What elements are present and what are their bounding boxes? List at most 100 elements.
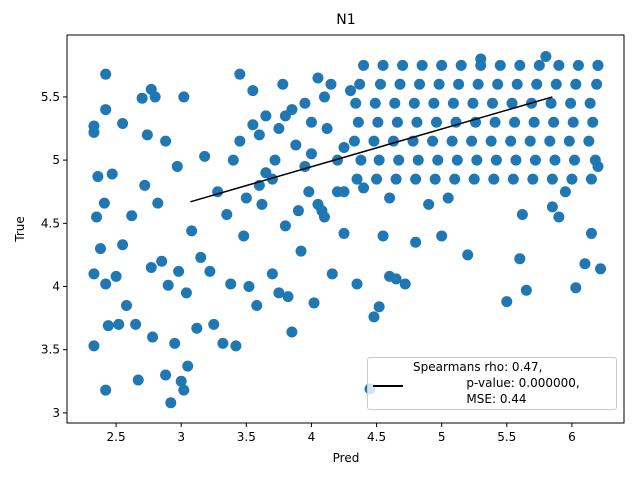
scatter-point: [368, 135, 380, 147]
scatter-point: [195, 251, 207, 263]
scatter-point: [234, 135, 246, 147]
scatter-point: [160, 135, 172, 147]
scatter-point: [318, 91, 330, 103]
y-tick-label: 3: [52, 406, 60, 420]
y-tick-label: 5.5: [41, 90, 60, 104]
scatter-point: [453, 78, 465, 90]
scatter-point: [371, 173, 383, 185]
scatter-point: [449, 173, 461, 185]
scatter-point: [230, 340, 242, 352]
scatter-point: [117, 239, 129, 251]
scatter-point: [553, 59, 565, 71]
scatter-point: [528, 116, 540, 128]
scatter-point: [455, 59, 467, 71]
scatter-point: [548, 116, 560, 128]
scatter-point: [377, 230, 389, 242]
scatter-point: [585, 173, 597, 185]
scatter-point: [412, 154, 424, 166]
x-axis-label: Pred: [333, 451, 360, 465]
scatter-point: [130, 318, 142, 330]
scatter-point: [559, 186, 571, 198]
scatter-point: [468, 173, 480, 185]
scatter-point: [446, 135, 458, 147]
x-tick-label: 3: [177, 430, 185, 444]
scatter-point: [563, 135, 575, 147]
scatter-point: [204, 265, 216, 277]
scatter-point: [399, 278, 411, 290]
scatter-point: [279, 220, 291, 232]
scatter-point: [506, 97, 518, 109]
scatter-point: [492, 78, 504, 90]
scatter-point: [351, 173, 363, 185]
scatter-point: [436, 230, 448, 242]
scatter-point: [570, 78, 582, 90]
scatter-point: [238, 230, 250, 242]
scatter-point: [132, 374, 144, 386]
scatter-point: [94, 243, 106, 255]
scatter-point: [524, 135, 536, 147]
scatter-point: [338, 186, 350, 198]
scatter-point: [182, 360, 194, 372]
scatter-point: [549, 154, 561, 166]
scatter-point: [531, 78, 543, 90]
scatter-point: [583, 135, 595, 147]
scatter-point: [505, 135, 517, 147]
scatter-point: [501, 296, 513, 308]
regression-line: [190, 96, 553, 203]
scatter-point: [584, 97, 596, 109]
scatter-point: [240, 192, 252, 204]
scatter-point: [533, 59, 545, 71]
scatter-point: [345, 85, 357, 97]
scatter-point: [326, 268, 338, 280]
scatter-point: [391, 116, 403, 128]
scatter-point: [299, 97, 311, 109]
scatter-point: [472, 78, 484, 90]
scatter-point: [393, 154, 405, 166]
scatter-point: [466, 135, 478, 147]
scatter-point: [572, 59, 584, 71]
scatter-point: [292, 205, 304, 217]
scatter-point: [100, 68, 112, 80]
x-tick-label: 3.5: [237, 430, 256, 444]
scatter-point: [312, 198, 324, 210]
scatter-point: [308, 297, 320, 309]
scatter-point: [592, 160, 604, 172]
scatter-point: [394, 78, 406, 90]
scatter-point: [256, 198, 268, 210]
scatter-point: [217, 337, 229, 349]
scatter-point: [186, 225, 198, 237]
scatter-point: [428, 97, 440, 109]
scatter-point: [88, 340, 100, 352]
scatter-point: [411, 116, 423, 128]
chart-title: N1: [336, 12, 355, 28]
scatter-point: [373, 154, 385, 166]
scatter-point: [156, 255, 168, 267]
scatter-point: [358, 59, 370, 71]
scatter-point: [516, 208, 528, 220]
scatter-point: [162, 279, 174, 291]
scatter-point: [433, 78, 445, 90]
scatter-point: [514, 59, 526, 71]
scatter-point: [321, 123, 333, 135]
scatter-point: [488, 173, 500, 185]
scatter-point: [462, 249, 474, 261]
scatter-point: [442, 192, 454, 204]
scatter-point: [247, 85, 259, 97]
scatter-point: [199, 150, 211, 162]
scatter-point: [569, 154, 581, 166]
scatter-point: [527, 173, 539, 185]
scatter-point: [544, 135, 556, 147]
scatter-point: [368, 311, 380, 323]
scatter-point: [585, 227, 597, 239]
scatter-point: [247, 119, 259, 131]
scatter-point: [570, 282, 582, 294]
scatter-point: [312, 72, 324, 84]
legend: Spearmans rho: 0.47, p-value: 0.000000, …: [367, 357, 617, 410]
scatter-point: [178, 91, 190, 103]
scatter-point: [175, 375, 187, 387]
scatter-point: [338, 141, 350, 153]
scatter-point: [475, 53, 487, 65]
plot-area: [88, 50, 607, 409]
scatter-point: [180, 287, 192, 299]
scatter-point: [507, 173, 519, 185]
